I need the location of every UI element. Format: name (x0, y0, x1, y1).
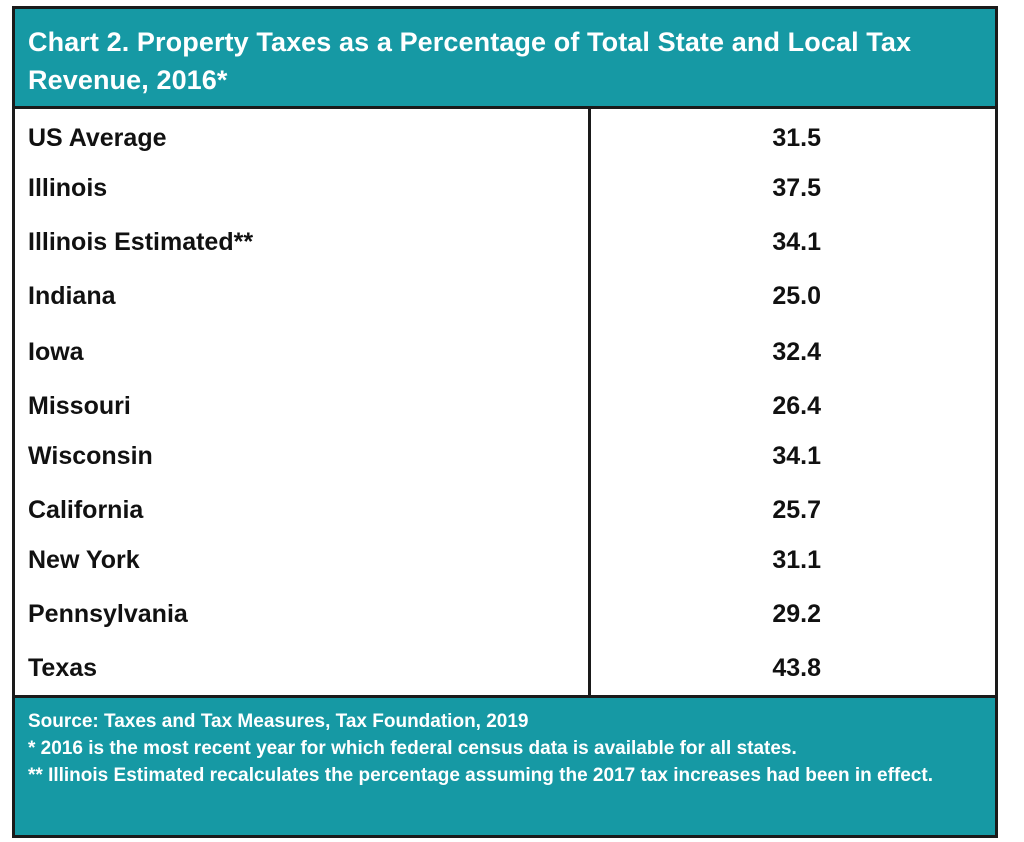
table-header: Chart 2. Property Taxes as a Percentage … (15, 9, 995, 109)
table-row: Iowa 32.4 (15, 331, 995, 375)
table-row: New York 31.1 (15, 539, 995, 583)
table-footer: Source: Taxes and Tax Measures, Tax Foun… (15, 695, 995, 835)
row-value: 34.1 (772, 228, 821, 256)
row-label: Illinois Estimated** (28, 228, 254, 256)
table-row: Indiana 25.0 (15, 275, 995, 319)
row-label: Illinois (28, 174, 108, 202)
table-row: Missouri 26.4 (15, 385, 995, 429)
table-frame: Chart 2. Property Taxes as a Percentage … (12, 6, 998, 838)
row-label: Indiana (28, 282, 116, 310)
row-value: 25.7 (772, 496, 821, 524)
row-label: Pennsylvania (28, 600, 188, 628)
row-value: 31.1 (772, 546, 821, 574)
row-label: Texas (28, 654, 98, 682)
row-value: 31.5 (772, 124, 821, 152)
row-label: US Average (28, 124, 167, 152)
source-note: Source: Taxes and Tax Measures, Tax Foun… (28, 711, 529, 732)
column-divider (588, 109, 591, 695)
row-value: 37.5 (772, 174, 821, 202)
row-value: 26.4 (772, 392, 821, 420)
row-label: New York (28, 546, 140, 574)
table-row: Illinois 37.5 (15, 167, 995, 211)
row-value: 34.1 (772, 442, 821, 470)
table-row: US Average 31.5 (15, 117, 995, 161)
table-row: Texas 43.8 (15, 647, 995, 691)
row-label: Wisconsin (28, 442, 153, 470)
row-value: 32.4 (772, 338, 821, 366)
footnote-2: ** Illinois Estimated recalculates the p… (28, 765, 933, 786)
row-label: Missouri (28, 392, 131, 420)
row-value: 25.0 (772, 282, 821, 310)
table-row: California 25.7 (15, 489, 995, 533)
footnote-1: * 2016 is the most recent year for which… (28, 738, 797, 759)
table-row: Wisconsin 34.1 (15, 435, 995, 479)
row-label: California (28, 496, 144, 524)
table-row: Illinois Estimated** 34.1 (15, 221, 995, 265)
table-row: Pennsylvania 29.2 (15, 593, 995, 637)
row-label: Iowa (28, 338, 84, 366)
row-value: 29.2 (772, 600, 821, 628)
chart-title: Chart 2. Property Taxes as a Percentage … (28, 27, 912, 95)
row-value: 43.8 (772, 654, 821, 682)
